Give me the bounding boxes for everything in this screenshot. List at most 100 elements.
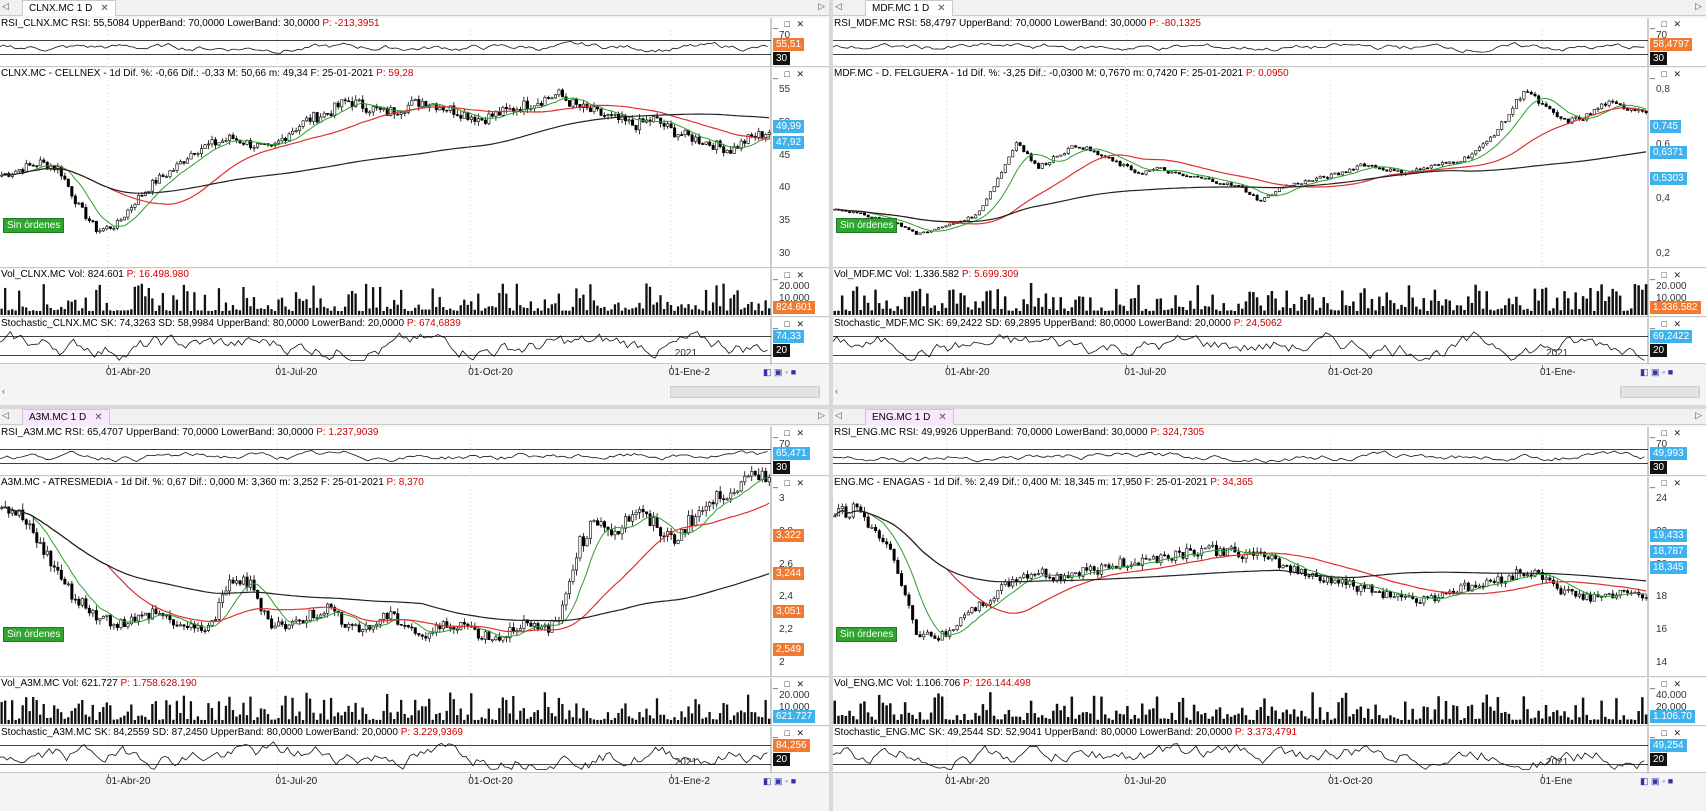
horizontal-splitter[interactable]: [0, 405, 1706, 409]
pane-window-buttons[interactable]: _ □ ✕: [773, 270, 806, 280]
candle: [420, 100, 424, 107]
pane-window-buttons[interactable]: _ □ ✕: [1650, 319, 1683, 329]
candle: [757, 131, 761, 138]
sin-ordenes-badge[interactable]: Sin órdenes: [3, 627, 65, 642]
sin-ordenes-badge[interactable]: Sin órdenes: [836, 218, 898, 233]
pane-window-buttons[interactable]: _ □ ✕: [1650, 270, 1683, 280]
volume-bar: [1511, 304, 1514, 315]
volume-bar: [123, 310, 126, 315]
volume-bar: [933, 305, 937, 315]
price-plot: [833, 477, 1649, 677]
chart-tab[interactable]: ENG.MC 1 D ✕: [865, 409, 954, 425]
candle: [1203, 547, 1207, 550]
rsi-title: RSI_MDF.MC RSI: 58,4797 UpperBand: 70,00…: [834, 18, 1201, 30]
chart-tab[interactable]: A3M.MC 1 D ✕: [22, 409, 110, 425]
volume-bar: [645, 283, 648, 315]
volume-bar: [617, 302, 620, 315]
volume-bar: [1500, 308, 1503, 315]
volume-bar: [1500, 712, 1503, 724]
close-tab-icon[interactable]: ✕: [938, 412, 947, 423]
volume-bar: [750, 711, 753, 724]
candle: [455, 114, 459, 116]
volume-bar: [109, 310, 112, 315]
tab-scroll-right-icon[interactable]: ▷: [1695, 410, 1702, 420]
sin-ordenes-badge[interactable]: Sin órdenes: [836, 627, 898, 642]
pane-window-buttons[interactable]: _ □ ✕: [773, 478, 806, 488]
tab-scroll-right-icon[interactable]: ▷: [818, 1, 825, 11]
volume-bar: [231, 305, 235, 315]
volume-bar: [603, 718, 606, 724]
volume-bar: [627, 716, 631, 724]
volume-bar: [641, 308, 645, 315]
tab-scroll-right-icon[interactable]: ▷: [1695, 1, 1702, 11]
volume-bar: [1252, 292, 1255, 315]
volume-bar: [1392, 717, 1396, 724]
candle: [866, 214, 870, 218]
chart-tools-icon[interactable]: ◧ ▣ ◦ ■: [763, 367, 797, 377]
chart-tools-icon[interactable]: ◧ ▣ ◦ ■: [1640, 776, 1674, 786]
candle: [1233, 185, 1237, 187]
pane-window-buttons[interactable]: _ □ ✕: [773, 319, 806, 329]
volume-bar: [1611, 719, 1614, 724]
volume-bar: [1507, 713, 1511, 724]
candle: [862, 511, 866, 518]
close-tab-icon[interactable]: ✕: [937, 3, 946, 14]
pane-window-buttons[interactable]: _ □ ✕: [773, 428, 806, 438]
candle: [266, 610, 270, 620]
pane-window-buttons[interactable]: _ □ ✕: [1650, 728, 1683, 738]
pane-window-buttons[interactable]: _ □ ✕: [1650, 478, 1683, 488]
rsi-badge: 30: [773, 461, 791, 474]
pane-window-buttons[interactable]: _ □ ✕: [1650, 679, 1683, 689]
candle: [256, 589, 260, 599]
volume-bar: [1426, 310, 1429, 315]
candle: [662, 123, 666, 127]
candle: [948, 630, 952, 637]
candle: [1507, 575, 1511, 582]
chart-tools-icon[interactable]: ◧ ▣ ◦ ■: [763, 776, 797, 786]
chart-tab[interactable]: CLNX.MC 1 D ✕: [22, 0, 116, 16]
volume-bar: [217, 288, 221, 315]
horizontal-scrollbar[interactable]: [670, 386, 820, 398]
candle: [263, 610, 267, 613]
volume-bar: [333, 716, 336, 724]
ma-fast-line: [1, 97, 770, 227]
tab-scroll-left-icon[interactable]: ◁: [835, 410, 842, 420]
pane-window-buttons[interactable]: _ □ ✕: [1650, 19, 1683, 29]
pane-window-buttons[interactable]: _ □ ✕: [1650, 428, 1683, 438]
volume-bar: [133, 286, 136, 315]
chart-tools-icon[interactable]: ◧ ▣ ◦ ■: [1640, 367, 1674, 377]
tab-scroll-left-icon[interactable]: ◁: [2, 410, 9, 420]
horizontal-scrollbar[interactable]: [1620, 386, 1700, 398]
candle: [673, 534, 677, 544]
pane-window-buttons[interactable]: _ □ ✕: [773, 19, 806, 29]
x-axis-tick: [470, 365, 472, 369]
chart-tab[interactable]: MDF.MC 1 D ✕: [865, 0, 953, 16]
close-tab-icon[interactable]: ✕: [94, 412, 103, 423]
pane-window-buttons[interactable]: _ □ ✕: [773, 728, 806, 738]
sin-ordenes-badge[interactable]: Sin órdenes: [3, 218, 65, 233]
candle: [1555, 583, 1559, 589]
volume-bar: [676, 306, 680, 315]
candle: [115, 220, 119, 229]
scroll-left-icon[interactable]: ‹: [835, 386, 838, 396]
volume-bar: [1478, 290, 1481, 315]
volume-bar: [1355, 310, 1359, 315]
volume-bar: [238, 310, 242, 315]
candle: [189, 623, 193, 628]
pane-window-buttons[interactable]: _ □ ✕: [1650, 69, 1683, 79]
volume-bar: [221, 719, 224, 724]
tab-scroll-left-icon[interactable]: ◁: [835, 1, 842, 11]
stochastic-badge: 20: [773, 344, 791, 357]
volume-bar: [417, 304, 420, 315]
close-tab-icon[interactable]: ✕: [100, 3, 109, 14]
pane-window-buttons[interactable]: _ □ ✕: [773, 679, 806, 689]
candle: [175, 624, 179, 627]
volume-bar: [840, 714, 844, 724]
pane-window-buttons[interactable]: _ □ ✕: [773, 69, 806, 79]
tab-scroll-left-icon[interactable]: ◁: [2, 1, 9, 11]
candle: [1644, 111, 1648, 114]
scroll-left-icon[interactable]: ‹: [2, 386, 5, 396]
tab-scroll-right-icon[interactable]: ▷: [818, 410, 825, 420]
candle: [634, 125, 638, 131]
volume-bar: [280, 705, 284, 724]
